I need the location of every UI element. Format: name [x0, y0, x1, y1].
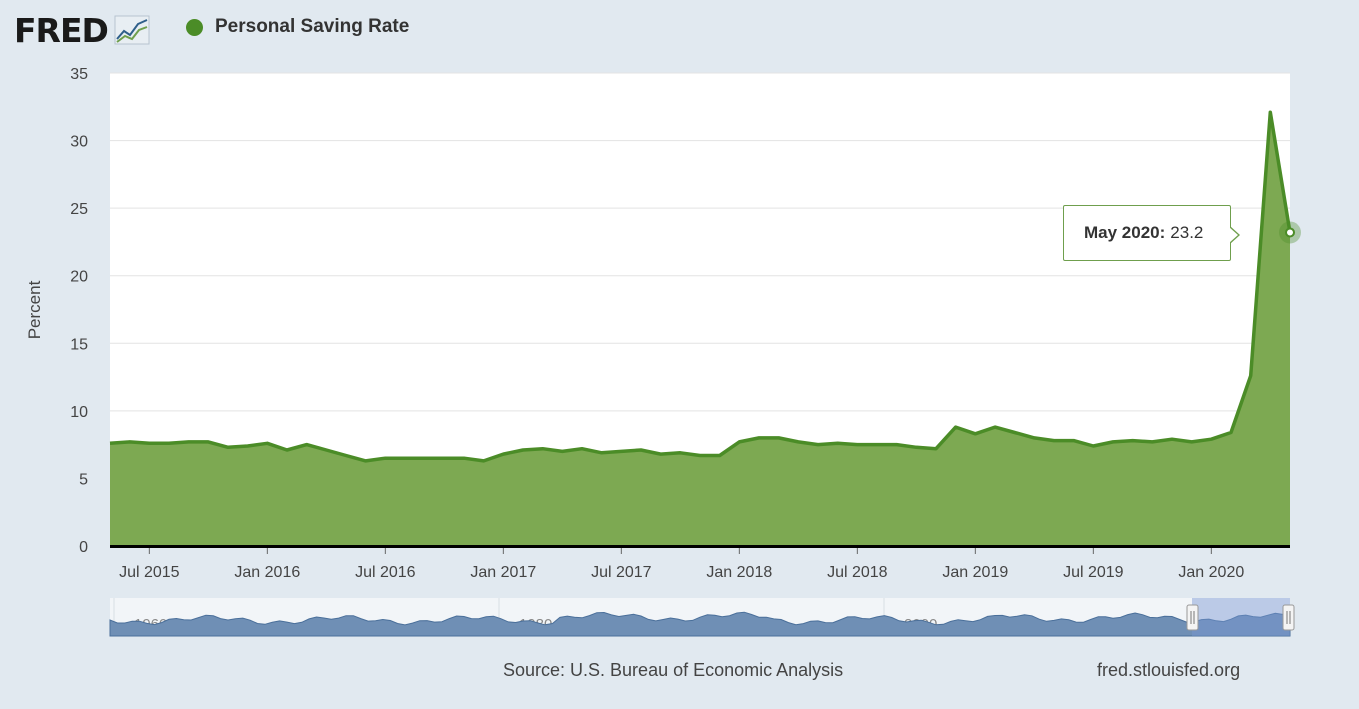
x-tick-label: Jan 2017	[470, 564, 536, 581]
x-tick-label: Jul 2019	[1063, 564, 1124, 581]
navigator-handle-left[interactable]	[1186, 604, 1199, 631]
y-tick-label: 15	[70, 336, 88, 353]
y-tick-label: 25	[70, 201, 88, 218]
y-tick-label: 20	[70, 269, 88, 286]
x-tick-label: Jul 2017	[591, 564, 652, 581]
x-tick-label: Jul 2016	[355, 564, 416, 581]
hover-marker	[1279, 221, 1301, 244]
y-tick-label: 0	[79, 539, 88, 556]
y-tick-label: 5	[79, 471, 88, 488]
x-tick-label: Jul 2015	[119, 564, 180, 581]
tooltip-date: May 2020:	[1084, 223, 1166, 242]
legend-marker	[186, 18, 203, 36]
x-axis-ticks: Jul 2015 Jan 2016 Jul 2016 Jan 2017 Jul 2017…	[119, 546, 1244, 581]
source-link[interactable]: fred.stlouisfed.org	[1097, 660, 1241, 680]
legend: Personal Saving Rate	[186, 16, 409, 38]
series-area	[110, 112, 1290, 546]
y-tick-label: 30	[70, 134, 88, 151]
navigator-selection[interactable]	[1192, 598, 1290, 636]
x-tick-label: Jan 2020	[1178, 564, 1244, 581]
y-axis-label: Percent	[25, 280, 44, 339]
x-tick-label: Jul 2018	[827, 564, 888, 581]
fred-logo-text: FRED	[14, 10, 109, 50]
navigator-handle-right[interactable]	[1282, 604, 1295, 631]
navigator-series-area	[109, 611, 1291, 637]
x-tick-label: Jan 2018	[706, 564, 772, 581]
source-note: Source: U.S. Bureau of Economic Analysis	[503, 660, 844, 680]
y-tick-label: 35	[70, 66, 88, 83]
tooltip-value: 23.2	[1170, 223, 1204, 242]
series-line[interactable]	[109, 110, 1292, 463]
x-tick-label: Jan 2019	[942, 564, 1008, 581]
fred-graph-icon	[114, 15, 150, 45]
data-tooltip: May 2020: 23.2	[1063, 205, 1240, 261]
y-axis-ticks: 0 5 10 15 20 25 30 35	[70, 66, 88, 556]
y-tick-label: 10	[70, 404, 88, 421]
fred-logo[interactable]: FRED	[14, 10, 150, 50]
hover-point	[1285, 227, 1295, 238]
x-tick-label: Jan 2016	[234, 564, 300, 581]
legend-series-label: Personal Saving Rate	[215, 16, 410, 37]
